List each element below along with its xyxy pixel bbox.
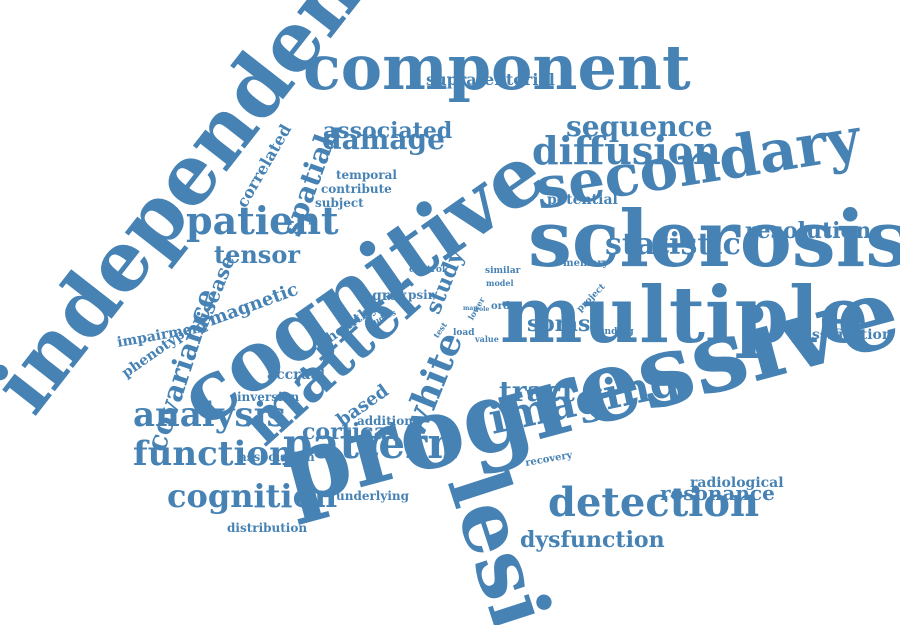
- word-model: model: [486, 277, 514, 288]
- word-radiological: radiological: [690, 475, 784, 492]
- word-associated: associated: [323, 117, 453, 144]
- word-component: component: [303, 30, 691, 104]
- word-cortical: cortical: [302, 418, 397, 445]
- word-map: map: [463, 305, 478, 313]
- word-addition: addition: [357, 413, 413, 428]
- word-supratentorial: supratentorial: [426, 69, 555, 89]
- word-grey: grey: [372, 288, 407, 305]
- word-statistic: statistic: [605, 226, 741, 262]
- word-patient: patient: [186, 198, 339, 244]
- word-inversion: inversion: [237, 389, 300, 404]
- word-finding: finding: [598, 326, 634, 337]
- word-contribute: contribute: [321, 181, 392, 196]
- word-load: load: [453, 327, 475, 338]
- word-similar: similar: [485, 265, 521, 276]
- word-function: function: [133, 434, 294, 475]
- word-value: value: [475, 333, 499, 344]
- word-analysis: analysis: [133, 395, 286, 436]
- word-diffusion: diffusion: [532, 128, 721, 174]
- word-sequence: sequence: [566, 110, 713, 144]
- word-memory: memory: [563, 258, 609, 270]
- word-dysfunction: dysfunction: [520, 526, 665, 553]
- word-psir: psir: [408, 287, 435, 302]
- word-tensor: tensor: [214, 240, 300, 270]
- word-temporal: temporal: [336, 167, 397, 182]
- word-accrual: accrual: [267, 367, 326, 384]
- word-classification: classification: [789, 327, 893, 344]
- word-subject: subject: [315, 195, 364, 210]
- word-underlying: underlying: [336, 488, 410, 503]
- word-distribution: distribution: [227, 520, 308, 535]
- word-potential: potential: [547, 192, 618, 209]
- word-order: order: [491, 301, 522, 313]
- word-spms: spms: [527, 310, 591, 337]
- word-sclerosis: sclerosis: [528, 194, 900, 286]
- word-multiple: multiple: [500, 270, 869, 362]
- word-cognition: cognition: [167, 477, 338, 516]
- word-pattern: pattern: [283, 419, 458, 469]
- word-resonance: resonance: [660, 481, 775, 506]
- word-detection: detection: [548, 478, 760, 526]
- word-tract: tract: [499, 375, 575, 409]
- word-association: association: [239, 449, 315, 464]
- word-control: control: [409, 264, 446, 275]
- word-damage: damage: [322, 123, 445, 157]
- word-resolution: resolution: [745, 217, 872, 244]
- word-role: role: [476, 306, 490, 314]
